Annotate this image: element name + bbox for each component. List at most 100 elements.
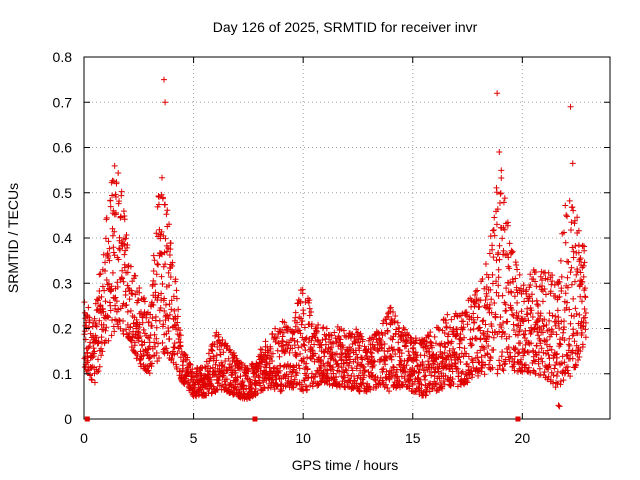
data-point: [121, 261, 128, 268]
x-tick-label: 20: [515, 430, 531, 446]
data-point: [564, 213, 571, 220]
data-point: [482, 261, 489, 268]
data-point: [551, 281, 558, 288]
data-point: [457, 336, 464, 343]
data-point: [526, 295, 533, 302]
data-point: [460, 318, 467, 325]
data-point: [120, 278, 127, 285]
data-point: [321, 362, 328, 369]
data-point: [565, 259, 572, 266]
data-point: [522, 341, 529, 348]
data-point: [141, 339, 148, 346]
data-point: [105, 314, 112, 321]
data-point: [535, 332, 542, 339]
data-point: [162, 301, 169, 308]
chart-title: Day 126 of 2025, SRMTID for receiver inv…: [213, 19, 478, 35]
data-point: [333, 350, 340, 357]
data-point: [93, 323, 100, 330]
data-point: [370, 362, 377, 369]
data-point: [84, 367, 91, 374]
data-point: [85, 344, 92, 351]
data-point: [539, 329, 546, 336]
data-point: [487, 286, 494, 293]
data-point: [301, 324, 308, 331]
data-point: [490, 346, 497, 353]
data-point: [550, 328, 557, 335]
data-point: [396, 346, 403, 353]
data-point: [300, 387, 307, 394]
data-point: [557, 341, 564, 348]
data-point: [319, 336, 326, 343]
data-point: [309, 347, 316, 354]
data-point: [121, 216, 128, 223]
data-point: [129, 278, 136, 285]
data-point: [153, 324, 160, 331]
data-point: [517, 340, 524, 347]
data-point: [427, 329, 434, 336]
data-point: [154, 358, 161, 365]
data-point: [563, 212, 570, 219]
data-point: [315, 321, 322, 328]
data-point: [581, 306, 588, 313]
data-point: [543, 291, 550, 298]
data-point: [171, 344, 178, 351]
data-point: [145, 318, 152, 325]
data-point: [556, 325, 563, 332]
data-point: [292, 309, 299, 316]
data-point: [176, 327, 183, 334]
data-point: [140, 326, 147, 333]
data-point: [99, 283, 106, 290]
data-point: [572, 305, 579, 312]
data-point: [488, 296, 495, 303]
data-point: [558, 360, 565, 367]
data-point: [521, 347, 528, 354]
data-point: [124, 241, 131, 248]
data-point: [375, 348, 382, 355]
data-point: [453, 351, 460, 358]
data-point: [543, 321, 550, 328]
data-point: [562, 202, 569, 209]
data-point: [326, 362, 333, 369]
data-point: [555, 314, 562, 321]
data-point: [507, 280, 514, 287]
data-point: [102, 268, 109, 275]
data-point: [132, 331, 139, 338]
data-point: [381, 347, 388, 354]
data-point: [441, 341, 448, 348]
data-point: [208, 389, 215, 396]
data-point: [84, 357, 91, 364]
data-point: [516, 271, 523, 278]
data-point: [424, 332, 431, 339]
data-point: [404, 329, 411, 336]
data-point: [582, 319, 589, 326]
data-point: [156, 317, 163, 324]
data-point: [272, 325, 279, 332]
data-point: [505, 254, 512, 261]
data-point: [161, 308, 168, 315]
data-point: [96, 363, 103, 370]
data-point: [516, 326, 523, 333]
data-point: [155, 355, 162, 362]
data-point: [537, 273, 544, 280]
data-point: [493, 221, 500, 228]
data-point: [532, 370, 539, 377]
data-point: [96, 317, 103, 324]
data-point: [576, 353, 583, 360]
data-point: [529, 313, 536, 320]
data-point: [576, 256, 583, 263]
data-point: [390, 309, 397, 316]
data-point: [545, 351, 552, 358]
gap-marker: [84, 416, 90, 422]
data-point: [197, 370, 204, 377]
data-point: [569, 355, 576, 362]
data-point: [416, 366, 423, 373]
data-point: [171, 322, 178, 329]
data-point: [580, 273, 587, 280]
data-point: [392, 351, 399, 358]
data-point: [136, 284, 143, 291]
data-point: [91, 370, 98, 377]
data-point: [359, 356, 366, 363]
data-point: [294, 338, 301, 345]
y-tick-label: 0.7: [53, 94, 73, 110]
data-point: [291, 329, 298, 336]
